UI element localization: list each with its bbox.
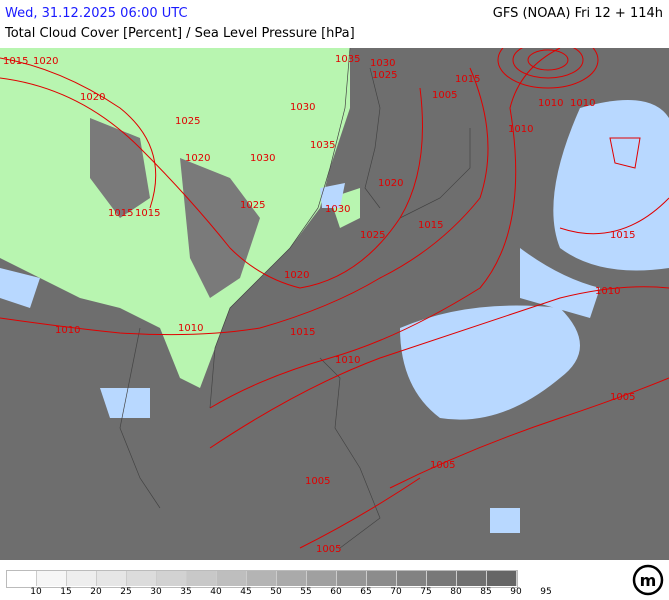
isobar-label: 1030: [250, 153, 275, 164]
isobars: [0, 48, 669, 549]
isobar-label: 1005: [610, 392, 635, 403]
isobar-label: 1020: [185, 153, 210, 164]
legend-label: 15: [60, 587, 72, 597]
legend-label: 25: [120, 587, 132, 597]
legend-swatch: [187, 571, 217, 586]
weather-map: 1015 1020 1015 1010 1020 1025 1030 1035 …: [0, 48, 669, 560]
clear-sea-areas: [0, 100, 669, 533]
legend-label: 65: [360, 587, 372, 597]
legend-swatch: [67, 571, 97, 586]
isobar-label: 1015: [135, 208, 160, 219]
cloud-cover-legend: [6, 570, 518, 588]
coastlines: [119, 48, 471, 549]
isobar-label: 1020: [378, 178, 403, 189]
legend-label: 75: [420, 587, 432, 597]
meteoblue-logo: m: [632, 564, 664, 596]
isobar-label: 1030: [290, 102, 315, 113]
isobar-label: 1030: [325, 204, 350, 215]
legend-swatch: [157, 571, 187, 586]
parameter-title: Total Cloud Cover [Percent] / Sea Level …: [5, 26, 355, 41]
isobar-label: 1005: [432, 90, 457, 101]
isobar-label: 1010: [570, 98, 595, 109]
isobar-label: 1020: [33, 56, 58, 67]
legend-swatch: [337, 571, 367, 586]
legend-label: 60: [330, 587, 342, 597]
legend-label: 90: [510, 587, 522, 597]
legend-swatch: [487, 571, 517, 586]
isobar-label: 1020: [80, 92, 105, 103]
legend-swatch: [277, 571, 307, 586]
isobar-label: 1025: [360, 230, 385, 241]
isobar-label: 1010: [538, 98, 563, 109]
legend-label: 30: [150, 587, 162, 597]
model-run: GFS (NOAA) Fri 12 + 114h: [492, 6, 663, 21]
legend-swatch: [367, 571, 397, 586]
legend-swatch: [37, 571, 67, 586]
legend-label: 20: [90, 587, 102, 597]
isobar-label: 1015: [610, 230, 635, 241]
legend-swatch: [247, 571, 277, 586]
isobar-label: 1005: [316, 544, 341, 555]
isobar-label: 1035: [310, 140, 335, 151]
legend-label: 40: [210, 587, 222, 597]
legend-label: 70: [390, 587, 402, 597]
isobar-label: 1015: [418, 220, 443, 231]
isobar-label: 1010: [335, 355, 360, 366]
isobar-labels: 1015 1020 1015 1010 1020 1025 1030 1035 …: [3, 54, 635, 555]
legend-label: 45: [240, 587, 252, 597]
legend-swatch: [97, 571, 127, 586]
legend-label: 10: [30, 587, 42, 597]
isobar-label: 1005: [305, 476, 330, 487]
legend-swatch: [427, 571, 457, 586]
isobar-label: 1020: [284, 270, 309, 281]
legend-label: 80: [450, 587, 462, 597]
isobar-label: 1015: [3, 56, 28, 67]
legend-label: 95: [540, 587, 552, 597]
legend-swatch: [7, 571, 37, 586]
isobar-label: 1010: [178, 323, 203, 334]
isobar-label: 1005: [430, 460, 455, 471]
legend-label: 50: [270, 587, 282, 597]
isobar-label: 1035: [335, 54, 360, 65]
legend-label: 85: [480, 587, 492, 597]
isobar-label: 1030: [370, 58, 395, 69]
isobar-label: 1010: [595, 286, 620, 297]
isobar-label: 1025: [175, 116, 200, 127]
isobar-label: 1010: [55, 325, 80, 336]
isobar-label: 1025: [240, 200, 265, 211]
legend-swatch: [397, 571, 427, 586]
legend-swatch: [307, 571, 337, 586]
isobar-label: 1015: [455, 74, 480, 85]
legend-label: 55: [300, 587, 312, 597]
logo-text: m: [640, 571, 657, 590]
legend-swatch: [127, 571, 157, 586]
legend-swatch: [217, 571, 247, 586]
isobar-label: 1015: [108, 208, 133, 219]
isobar-label: 1025: [372, 70, 397, 81]
isobar-label: 1015: [290, 327, 315, 338]
legend-label: 35: [180, 587, 192, 597]
valid-time: Wed, 31.12.2025 06:00 UTC: [5, 6, 188, 21]
isobar-label: 1010: [508, 124, 533, 135]
legend-swatch: [457, 571, 487, 586]
